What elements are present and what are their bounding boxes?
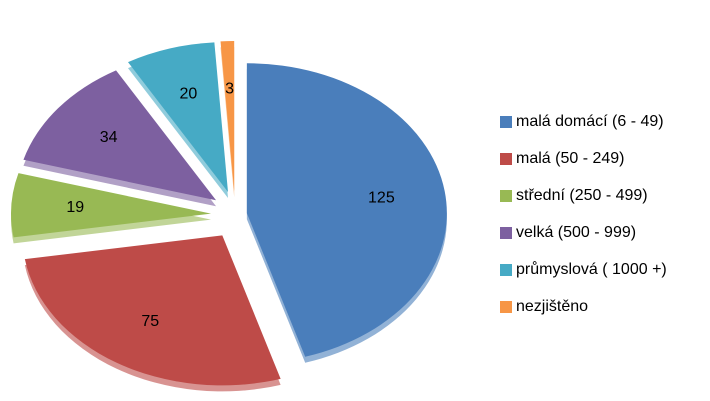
legend-label: nezjištěno — [516, 298, 588, 315]
slice — [128, 42, 229, 193]
legend-label: malá (50 - 249) — [516, 150, 625, 167]
slice-label: 19 — [66, 199, 84, 216]
legend-swatch — [500, 227, 512, 239]
legend-swatch — [500, 190, 512, 202]
legend-swatch — [500, 116, 512, 128]
legend-label: průmyslová ( 1000 +) — [516, 260, 667, 278]
legend-swatch — [500, 301, 512, 313]
slice — [11, 173, 212, 238]
legend-swatch — [500, 264, 512, 276]
legend-label: malá domácí (6 - 49) — [516, 113, 664, 130]
slice-label: 34 — [100, 129, 118, 146]
slice-label: 75 — [141, 313, 159, 330]
legend-swatch — [500, 153, 512, 165]
legend-label: velká (500 - 999) — [516, 224, 636, 241]
slice — [24, 235, 281, 386]
slice-label: 125 — [368, 189, 395, 206]
slice — [246, 63, 447, 357]
legend-label: střední (250 - 499) — [516, 187, 648, 204]
slice — [23, 70, 217, 201]
slice — [220, 41, 235, 192]
slice-label: 3 — [225, 80, 234, 97]
slice-label: 20 — [179, 86, 197, 103]
